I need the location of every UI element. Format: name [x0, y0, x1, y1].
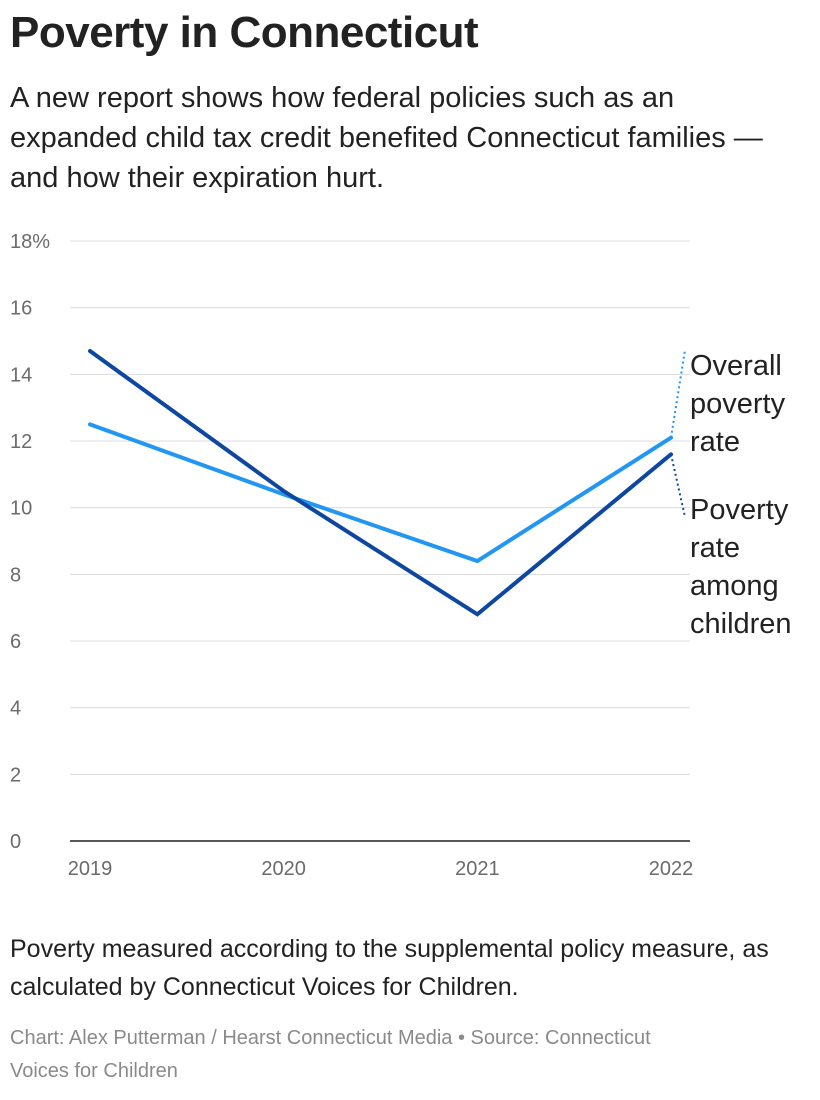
x-tick-label: 2021 [455, 858, 500, 880]
y-tick-label: 2 [10, 764, 21, 786]
y-tick-label: 4 [10, 698, 21, 720]
series-label-line: poverty [690, 388, 786, 420]
y-tick-label: 18% [10, 231, 50, 253]
series-line-children [88, 349, 673, 617]
y-tick-label: 6 [10, 631, 21, 653]
series-label-leader [670, 349, 686, 438]
y-tick-label: 12 [10, 431, 32, 453]
series-label-line: Poverty [690, 494, 789, 526]
y-tick-label: 16 [10, 298, 32, 320]
x-tick-label: 2022 [649, 858, 694, 880]
series-label-line: among [690, 570, 779, 602]
y-tick-label: 10 [10, 498, 32, 520]
series-label-leader [670, 454, 686, 518]
series-label-children: Poverty rate among children [690, 494, 792, 640]
series-label-overall: Overall poverty rate [690, 350, 786, 458]
y-tick-label: 8 [10, 564, 21, 586]
x-tick-label: 2019 [68, 858, 113, 880]
series-label-line: rate [690, 426, 740, 458]
series-label-line: Overall [690, 350, 782, 382]
x-tick-label: 2020 [261, 858, 306, 880]
chart-note: Poverty measured according to the supple… [10, 935, 769, 1001]
chart-credit: Chart: Alex Putterman / Hearst Connectic… [10, 1027, 651, 1082]
line-chart: 0 2 4 6 8 10 12 14 16 18% 2019 2020 2021 2022 Overall p… [10, 231, 792, 880]
series-label-line: rate [690, 532, 740, 564]
y-tick-label: 0 [10, 831, 21, 853]
chart-subtitle: A new report shows how federal policies … [10, 82, 763, 194]
y-tick-label: 14 [10, 364, 32, 386]
series-label-line: children [690, 608, 792, 640]
series-line-overall [88, 422, 673, 564]
chart-title: Poverty in Connecticut [10, 8, 479, 57]
